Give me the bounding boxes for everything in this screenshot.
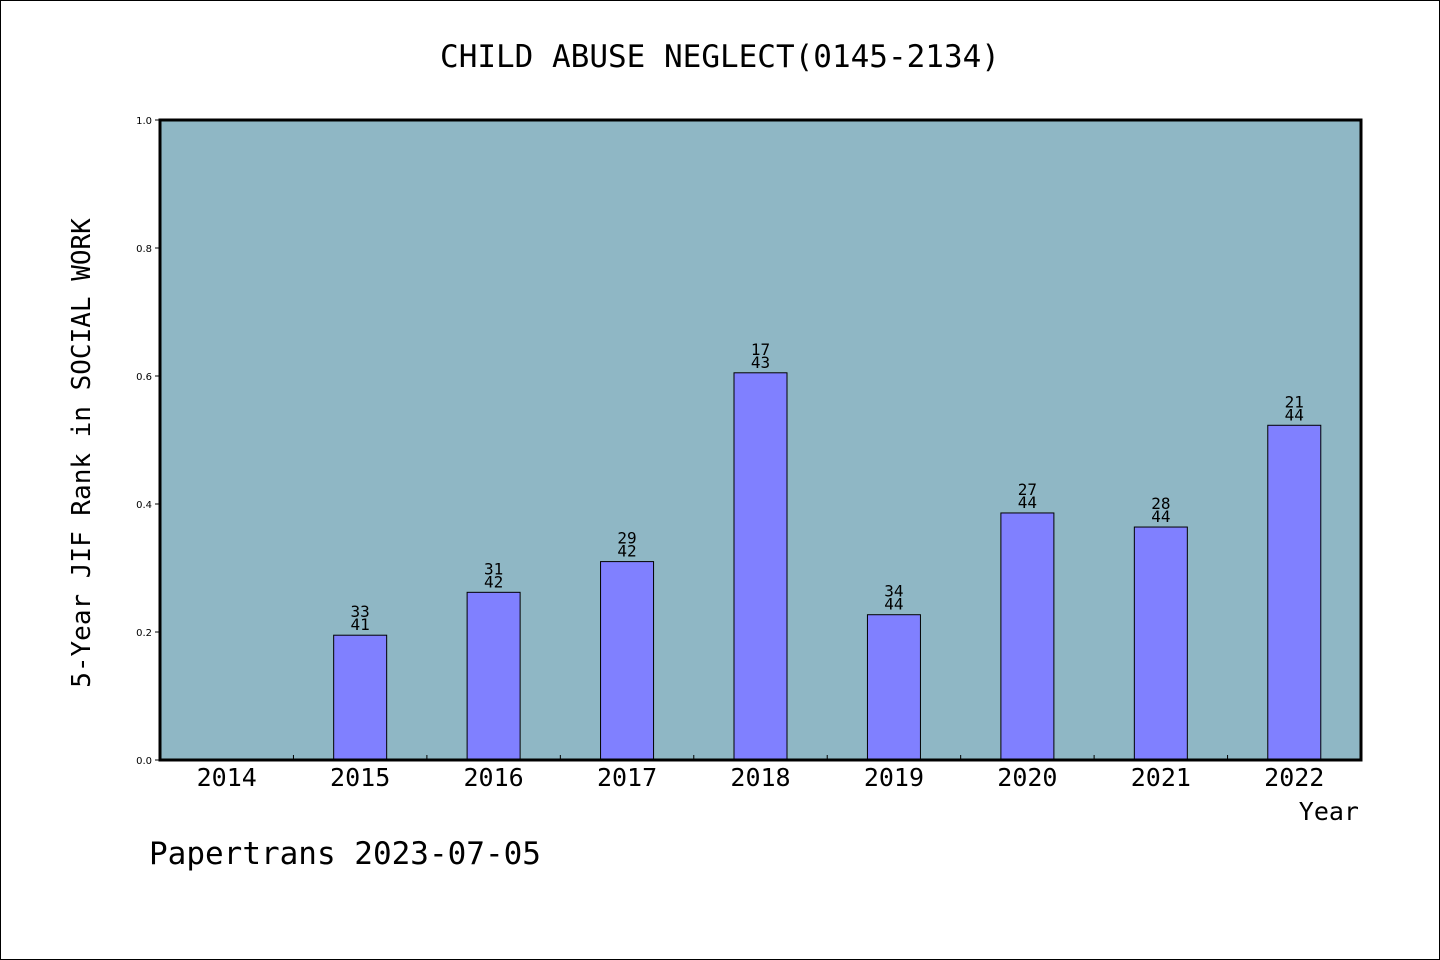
watermark-text: Papertrans 2023-07-05 [149,836,541,872]
bar-total-label: 41 [351,615,370,634]
x-tick-label: 2017 [597,763,657,792]
x-tick-label: 2018 [730,763,790,792]
x-axis-label: Year [1299,797,1359,826]
bar [1267,424,1322,761]
bar [1133,526,1188,761]
x-tick-label: 2021 [1131,763,1191,792]
x-tick-label: 2020 [997,763,1057,792]
bar-rank-label: 17 [751,340,770,359]
bar-rank-label: 27 [1018,480,1037,499]
bar [466,591,521,761]
bar-total-label: 44 [1285,405,1304,424]
bar-total-label: 42 [484,572,503,591]
x-tick-label: 2014 [197,763,257,792]
bar-rank-label: 29 [617,529,636,548]
bar-total-label: 44 [1151,507,1170,526]
chart-title: CHILD ABUSE NEGLECT(0145-2134) [440,39,1000,75]
bar-rank-label: 33 [351,602,370,621]
x-axis: 2014 2015 2016 2017 2018 2019 2020 2021 2022 [197,755,1324,792]
bar [733,372,788,761]
x-tick-label: 2022 [1264,763,1324,792]
bar-rank-label: 34 [884,582,903,601]
bar [866,614,921,761]
bar-total-label: 43 [751,353,770,372]
y-axis-label: 5-Year JIF Rank in SOCIAL WORK [67,218,97,688]
y-tick-label: 1.0 [136,116,152,127]
x-tick-label: 2015 [330,763,390,792]
bar-total-label: 44 [884,595,903,614]
y-tick-label: 0.6 [136,372,152,383]
bar-total-label: 44 [1018,493,1037,512]
bar [600,561,655,761]
bar [333,634,388,761]
x-tick-label: 2019 [864,763,924,792]
bar-total-label: 42 [617,542,636,561]
y-tick-label: 0.0 [136,756,152,767]
bar [1000,512,1055,761]
y-tick-label: 0.2 [136,628,152,639]
y-tick-label: 0.8 [136,244,152,255]
y-tick-label: 0.4 [136,500,152,511]
bars-layer [333,372,1322,761]
bar-rank-label: 31 [484,559,503,578]
plot-border [158,118,1363,762]
bar-rank-label: 21 [1285,392,1304,411]
bar-rank-label: 28 [1151,494,1170,513]
y-axis: 0.0 0.2 0.4 0.6 0.8 1.0 [136,116,160,767]
x-tick-label: 2016 [464,763,524,792]
